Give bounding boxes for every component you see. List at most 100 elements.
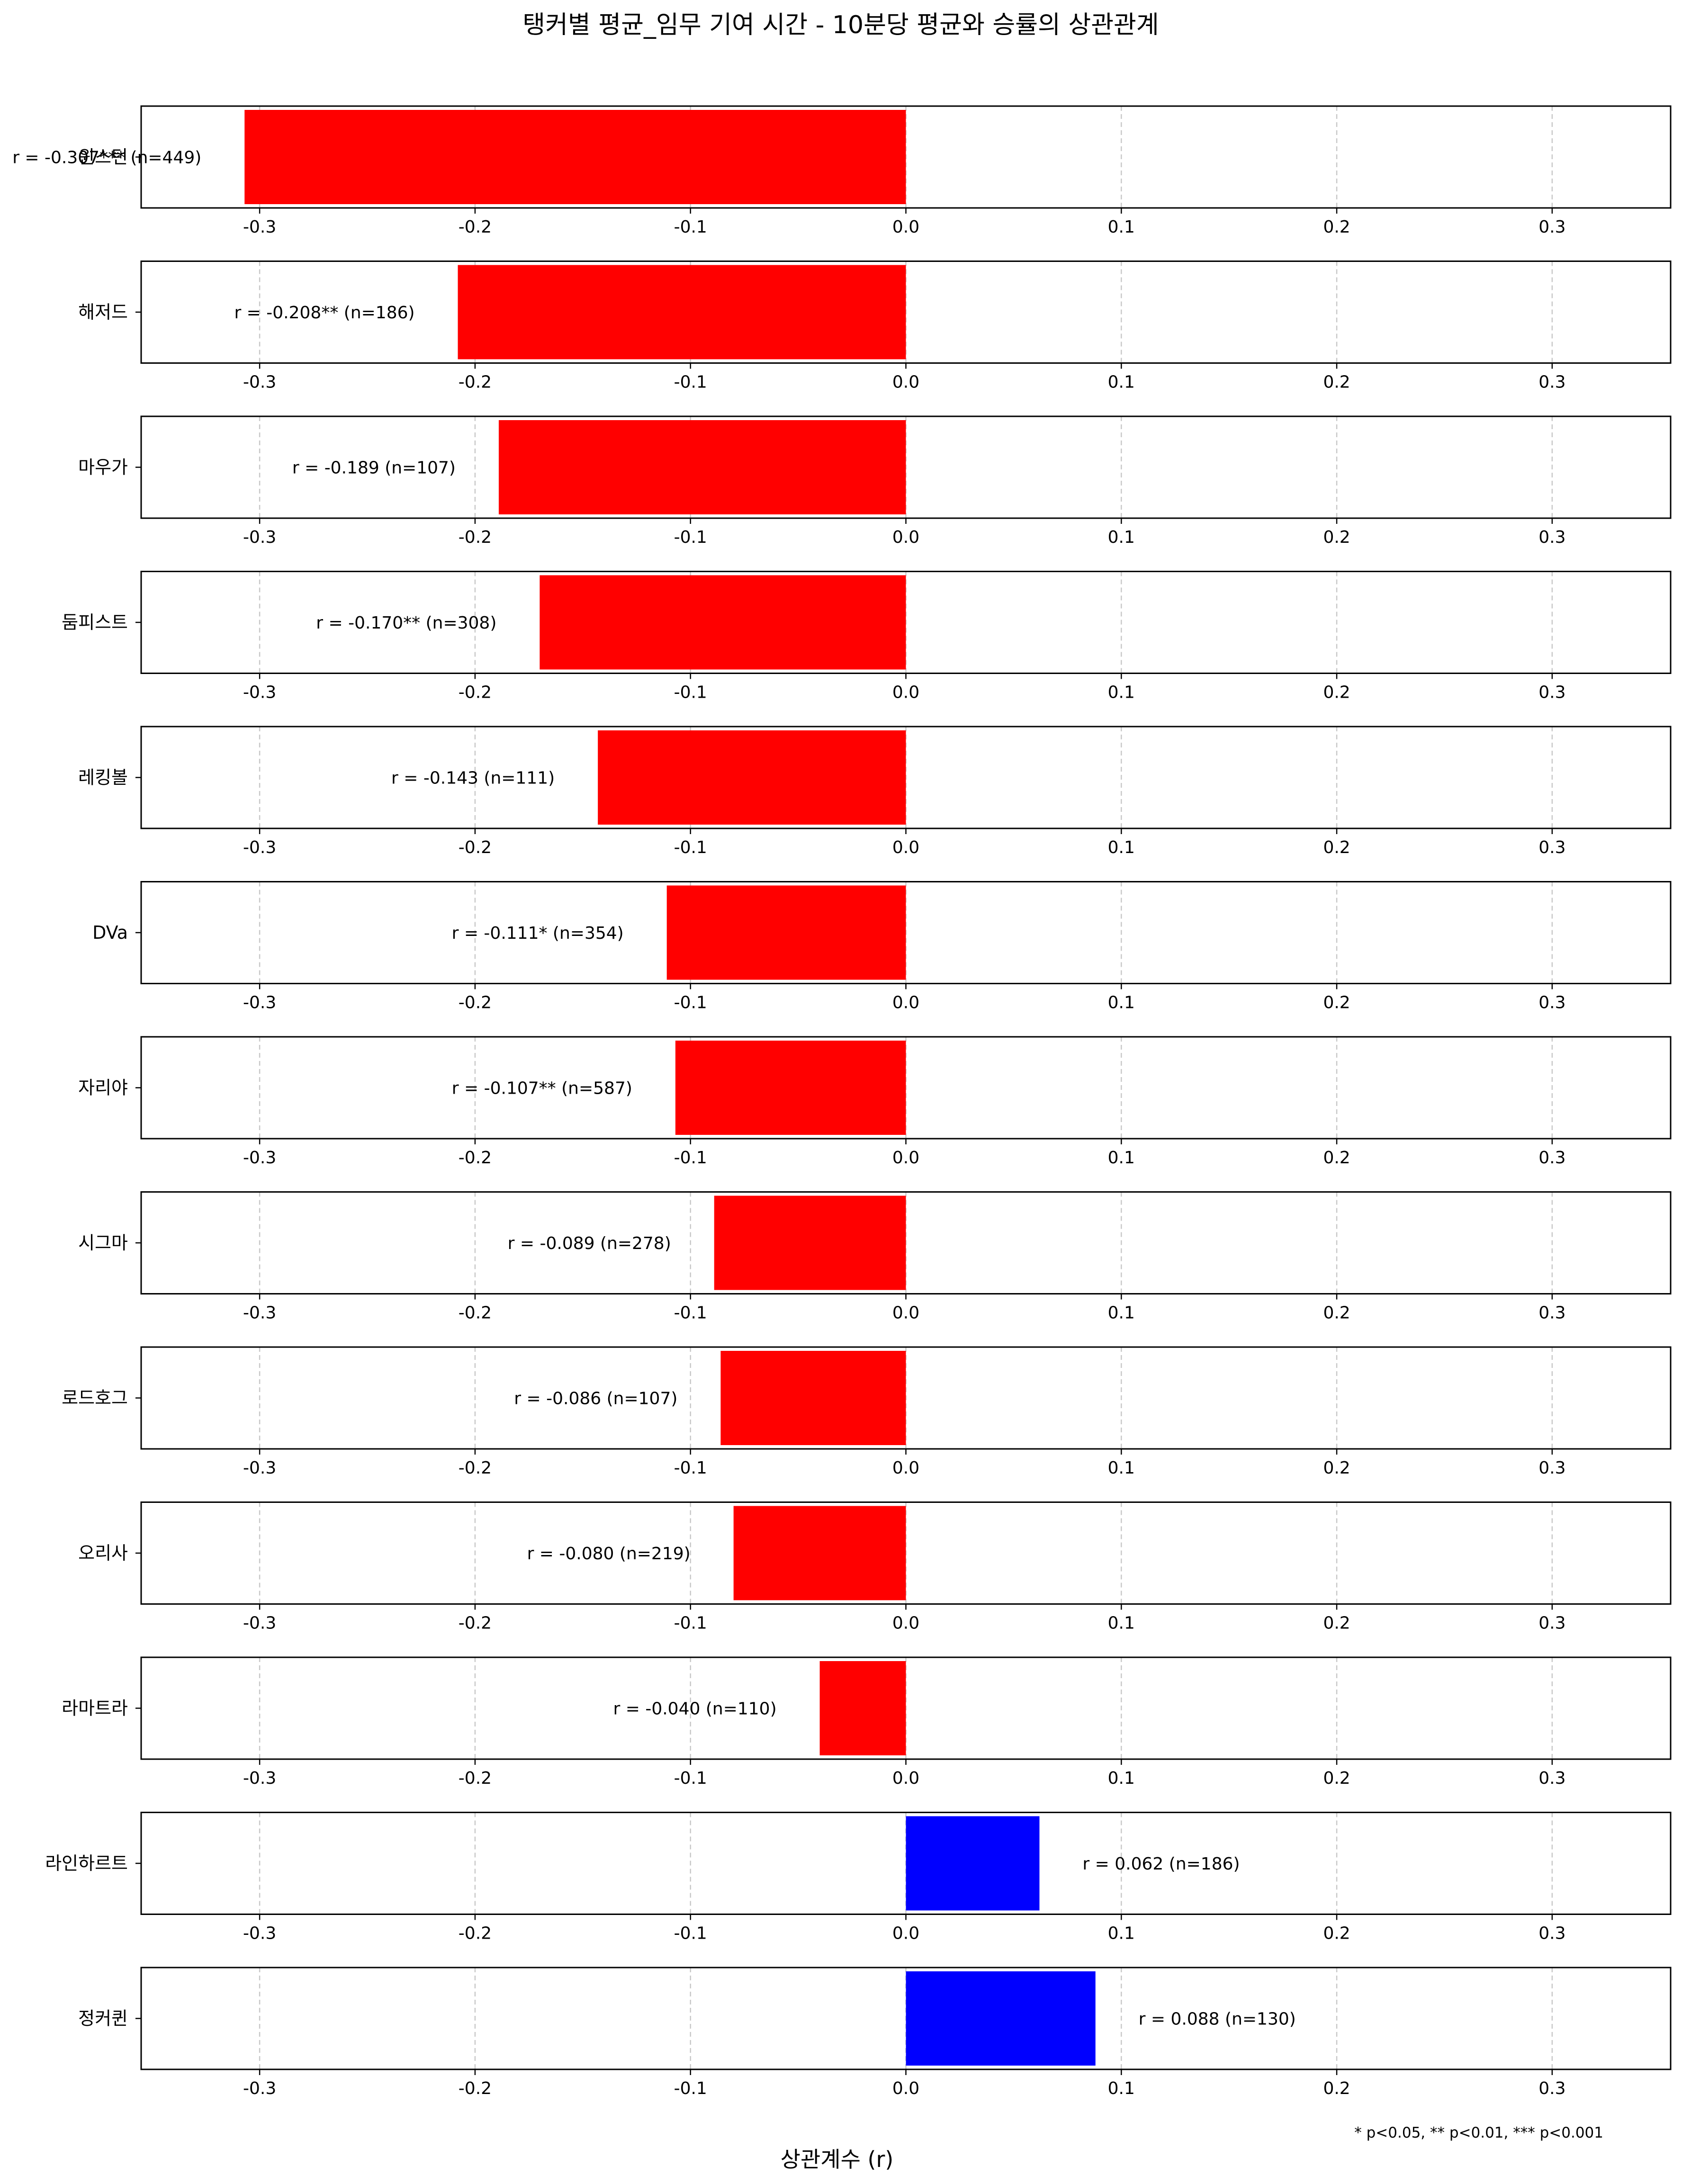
x-tick-label: 0.1: [1108, 373, 1135, 392]
x-tick-label: -0.2: [459, 373, 492, 392]
category-label: 라마트라: [62, 1698, 128, 1719]
x-tick-label: -0.3: [243, 1769, 276, 1788]
category-label: 시그마: [78, 1232, 128, 1253]
x-tick-label: -0.2: [459, 683, 492, 702]
bar: [906, 1816, 1040, 1911]
significance-footnote: * p<0.05, ** p<0.01, *** p<0.001: [1354, 2124, 1603, 2141]
x-tick-label: -0.2: [459, 993, 492, 1013]
category-label: 로드호그: [62, 1388, 128, 1409]
x-tick-label: 0.1: [1108, 1303, 1135, 1323]
data-label: r = -0.080 (n=219): [527, 1544, 691, 1564]
x-tick-label: 0.1: [1108, 1924, 1135, 1943]
x-tick-label: 0.1: [1108, 1614, 1135, 1633]
data-label: r = -0.086 (n=107): [514, 1389, 677, 1409]
x-tick-label: -0.3: [243, 1614, 276, 1633]
x-tick-label: -0.1: [674, 993, 707, 1013]
x-tick-label: 0.3: [1538, 1458, 1565, 1478]
panel: -0.3 -0.2 -0.1 0.0 0.1 0.2 0.3 정커퀸 r = 0.088 (n=…: [78, 1967, 1672, 2098]
x-tick-label: 0.0: [892, 1303, 919, 1323]
x-tick-label: -0.2: [459, 1769, 492, 1788]
x-tick-label: -0.1: [674, 1458, 707, 1478]
x-tick-label: 0.1: [1108, 2079, 1135, 2098]
panel: -0.3 -0.2 -0.1 0.0 0.1 0.2 0.3 라마트라 r = -0.040 (…: [62, 1656, 1672, 1788]
bar: [733, 1506, 906, 1600]
bar: [540, 575, 906, 670]
bar: [598, 730, 906, 825]
category-label: 정커퀸: [78, 2008, 128, 2029]
x-tick-label: 0.1: [1108, 993, 1135, 1013]
bar: [458, 265, 906, 360]
x-tick-label: -0.3: [243, 993, 276, 1013]
data-label: r = -0.208** (n=186): [234, 303, 414, 323]
x-tick-label: 0.0: [892, 1769, 919, 1788]
x-tick-label: 0.1: [1108, 683, 1135, 702]
x-tick-label: 0.0: [892, 2079, 919, 2098]
x-tick-label: -0.2: [459, 838, 492, 857]
x-tick-label: 0.2: [1323, 1769, 1350, 1788]
panel: -0.3 -0.2 -0.1 0.0 0.1 0.2 0.3 오리사 r = -0.080 (n…: [78, 1501, 1672, 1633]
x-tick-label: 0.0: [892, 217, 919, 237]
panel: -0.3 -0.2 -0.1 0.0 0.1 0.2 0.3 시그마 r = -0.089 (n…: [78, 1191, 1672, 1323]
x-tick-label: -0.1: [674, 2079, 707, 2098]
x-tick-label: 0.1: [1108, 1148, 1135, 1168]
x-tick-label: 0.1: [1108, 838, 1135, 857]
x-tick-label: -0.2: [459, 1148, 492, 1168]
x-tick-label: 0.1: [1108, 1769, 1135, 1788]
x-tick-label: 0.1: [1108, 1458, 1135, 1478]
data-label: r = -0.089 (n=278): [508, 1234, 671, 1253]
panel: -0.3 -0.2 -0.1 0.0 0.1 0.2 0.3 마우가 r = -0.189 (n…: [78, 415, 1672, 547]
x-tick-label: 0.2: [1323, 993, 1350, 1013]
data-label: r = -0.189 (n=107): [292, 458, 456, 478]
panel: -0.3 -0.2 -0.1 0.0 0.1 0.2 0.3 로드호그 r = -0.086 (…: [62, 1346, 1672, 1478]
x-tick-label: -0.2: [459, 1924, 492, 1943]
x-tick-label: -0.3: [243, 1924, 276, 1943]
x-tick-label: 0.0: [892, 528, 919, 547]
x-tick-label: 0.2: [1323, 1924, 1350, 1943]
x-tick-label: 0.3: [1538, 838, 1565, 857]
category-label: 윈스턴: [78, 147, 128, 168]
category-label: 자리야: [78, 1078, 128, 1098]
x-tick-label: -0.1: [674, 1614, 707, 1633]
x-tick-label: 0.3: [1538, 993, 1565, 1013]
x-tick-label: 0.2: [1323, 683, 1350, 702]
x-tick-label: 0.3: [1538, 2079, 1565, 2098]
x-tick-label: 0.2: [1323, 1148, 1350, 1168]
panel: -0.3 -0.2 -0.1 0.0 0.1 0.2 0.3 둠피스트 r = -0.170**…: [62, 571, 1672, 702]
bar: [714, 1195, 906, 1290]
x-tick-label: -0.2: [459, 528, 492, 547]
x-tick-label: -0.3: [243, 528, 276, 547]
data-label: r = -0.111* (n=354): [452, 924, 624, 943]
panel: -0.3 -0.2 -0.1 0.0 0.1 0.2 0.3 DVa r = -0.111* (…: [92, 881, 1672, 1013]
data-label: r = -0.307*** (n=449): [12, 148, 201, 168]
chart-title: 탱커별 평균_임무 기여 시간 - 10분당 평균와 승률의 상관관계: [522, 11, 1159, 39]
bar: [666, 885, 906, 980]
x-tick-label: -0.1: [674, 1924, 707, 1943]
x-tick-label: -0.1: [674, 373, 707, 392]
x-tick-label: 0.3: [1538, 1769, 1565, 1788]
x-tick-label: 0.2: [1323, 1458, 1350, 1478]
category-label: 라인하르트: [45, 1853, 128, 1874]
x-tick-label: -0.2: [459, 217, 492, 237]
x-tick-label: 0.2: [1323, 838, 1350, 857]
x-tick-label: 0.2: [1323, 1614, 1350, 1633]
panel: -0.3 -0.2 -0.1 0.0 0.1 0.2 0.3 자리야 r = -0.107** …: [78, 1036, 1672, 1168]
x-tick-label: 0.3: [1538, 1303, 1565, 1323]
data-label: r = -0.143 (n=111): [391, 769, 555, 788]
x-tick-label: 0.2: [1323, 1303, 1350, 1323]
x-tick-label: 0.0: [892, 683, 919, 702]
x-tick-label: -0.3: [243, 2079, 276, 2098]
category-label: 둠피스트: [62, 612, 128, 633]
x-tick-label: -0.1: [674, 217, 707, 237]
x-tick-label: -0.2: [459, 1303, 492, 1323]
x-tick-label: 0.0: [892, 1614, 919, 1633]
x-tick-label: 0.3: [1538, 1614, 1565, 1633]
bar: [675, 1041, 906, 1135]
x-tick-label: -0.1: [674, 528, 707, 547]
x-tick-label: 0.0: [892, 993, 919, 1013]
bar: [498, 420, 906, 514]
x-tick-label: -0.1: [674, 838, 707, 857]
x-tick-label: 0.2: [1323, 528, 1350, 547]
category-label: 오리사: [78, 1543, 128, 1564]
